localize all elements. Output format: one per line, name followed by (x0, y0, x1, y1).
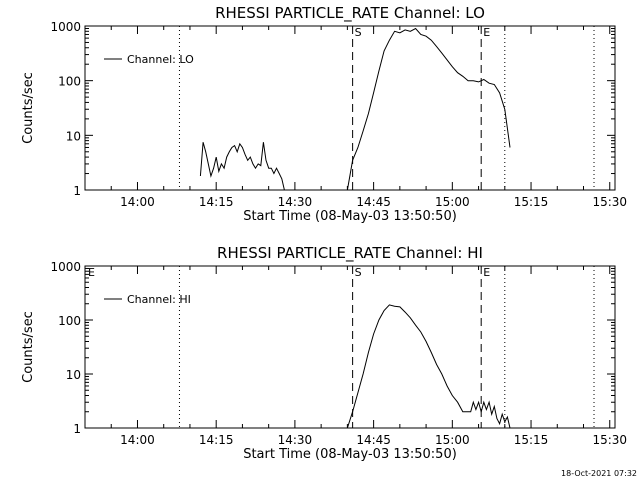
plot-frame (84, 265, 616, 429)
x-tick-label: 14:15 (199, 433, 234, 447)
y-tick-label: 10 (66, 368, 81, 382)
y-axis-label: Counts/sec (21, 311, 36, 383)
x-tick-label: 15:00 (435, 195, 470, 209)
x-tick-label: 14:00 (120, 433, 155, 447)
y-axis-label: Counts/sec (21, 72, 36, 144)
timestamp: 18-Oct-2021 07:32 (561, 469, 637, 478)
series-line (346, 27, 511, 191)
chart-title: RHESSI PARTICLE_RATE Channel: LO (215, 4, 485, 23)
marker-label-s: S (355, 26, 362, 39)
marker-label-e: E (88, 266, 95, 279)
x-tick-label: 15:00 (435, 433, 470, 447)
x-tick-label: 14:45 (356, 195, 391, 209)
y-tick-label: 1 (73, 422, 81, 436)
x-tick-label: 15:30 (592, 433, 627, 447)
y-tick-label: 100 (58, 75, 81, 89)
chart-title: RHESSI PARTICLE_RATE Channel: HI (217, 244, 483, 263)
marker-label-e: E (483, 26, 490, 39)
y-tick-label: 1000 (50, 20, 81, 34)
y-tick-label: 100 (58, 314, 81, 328)
marker-label-s: S (355, 266, 362, 279)
x-tick-label: 14:30 (278, 195, 313, 209)
x-axis-label: Start Time (08-May-03 13:50:50) (243, 447, 457, 462)
series-line (199, 142, 285, 191)
y-tick-label: 10 (66, 129, 81, 143)
x-tick-label: 15:15 (514, 433, 549, 447)
x-axis-label: Start Time (08-May-03 13:50:50) (243, 209, 457, 224)
x-tick-label: 14:15 (199, 195, 234, 209)
x-tick-label: 14:30 (278, 433, 313, 447)
x-tick-label: 14:00 (120, 195, 155, 209)
x-tick-label: 15:15 (514, 195, 549, 209)
series-line (346, 304, 511, 429)
marker-label-e: E (483, 266, 490, 279)
plot-frame (84, 25, 616, 191)
x-tick-label: 14:45 (356, 433, 391, 447)
y-tick-label: 1000 (50, 260, 81, 274)
y-tick-label: 1 (73, 184, 81, 198)
legend-label: Channel: LO (127, 53, 194, 66)
legend-label: Channel: HI (127, 293, 191, 306)
x-tick-label: 15:30 (592, 195, 627, 209)
